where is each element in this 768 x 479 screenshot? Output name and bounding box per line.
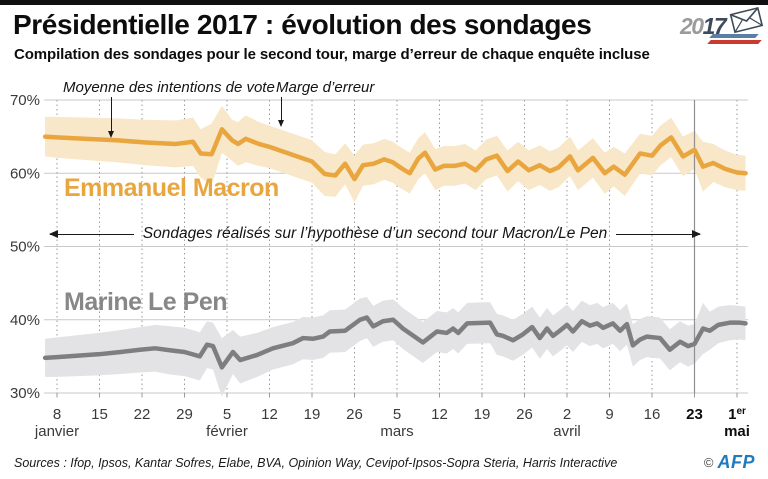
svg-text:26: 26: [516, 406, 533, 423]
election-2017-logo: 2017: [680, 6, 764, 46]
page-title: Présidentielle 2017 : évolution des sond…: [13, 9, 592, 40]
svg-text:30%: 30%: [10, 385, 40, 402]
svg-text:60%: 60%: [10, 165, 40, 182]
svg-text:mars: mars: [380, 423, 413, 440]
svg-text:19: 19: [474, 406, 491, 423]
svg-text:5: 5: [223, 406, 231, 423]
svg-text:8: 8: [53, 406, 61, 423]
annotation-hypothesis-text: Sondages réalisés sur l’hypothèse d’un s…: [142, 225, 608, 242]
error-bands: [45, 105, 746, 397]
macron-line: [42, 127, 748, 182]
svg-text:22: 22: [134, 406, 151, 423]
annotation-hypothesis: Sondages réalisés sur l’hypothèse d’un s…: [49, 225, 701, 243]
svg-text:5: 5: [393, 406, 401, 423]
copyright-symbol: ©: [703, 455, 714, 470]
svg-text:2: 2: [563, 406, 571, 423]
svg-text:12: 12: [261, 406, 278, 423]
lepen-line: [42, 315, 748, 370]
annotation-mean: Moyenne des intentions de vote: [63, 79, 275, 96]
subtitle: Compilation des sondages pour le second …: [14, 46, 650, 63]
arrow-down-mean: [106, 97, 116, 138]
svg-text:février: février: [206, 423, 248, 440]
svg-text:15: 15: [91, 406, 108, 423]
series-label-macron: Emmanuel Macron: [64, 174, 279, 202]
svg-text:29: 29: [176, 406, 193, 423]
sources-line: Sources : Ifop, Ipsos, Kantar Sofres, El…: [14, 456, 618, 470]
svg-text:avril: avril: [553, 423, 581, 440]
svg-text:70%: 70%: [10, 92, 40, 109]
y-axis-labels: 70% 60% 50% 40% 30%: [10, 92, 40, 402]
afp-credit: © AFP: [704, 452, 755, 473]
logo-year: 2017: [680, 13, 727, 40]
svg-text:12: 12: [431, 406, 448, 423]
svg-text:1er: 1er: [728, 406, 746, 423]
svg-text:40%: 40%: [10, 312, 40, 329]
top-bar: [0, 0, 768, 5]
svg-text:mai: mai: [724, 423, 750, 440]
svg-text:23: 23: [686, 406, 703, 423]
svg-text:janvier: janvier: [34, 423, 79, 440]
series-label-lepen: Marine Le Pen: [64, 288, 228, 316]
svg-text:50%: 50%: [10, 239, 40, 256]
svg-text:16: 16: [644, 406, 661, 423]
logo-year-20: 20: [680, 13, 704, 39]
afp-logo: AFP: [717, 452, 755, 472]
arrow-left: [49, 229, 134, 238]
svg-text:19: 19: [304, 406, 321, 423]
svg-text:26: 26: [346, 406, 363, 423]
arrow-down-margin: [276, 97, 286, 127]
envelope-icon: [727, 3, 767, 41]
arrow-right: [616, 229, 701, 238]
svg-text:9: 9: [605, 406, 613, 423]
annotation-margin: Marge d’erreur: [276, 79, 375, 96]
